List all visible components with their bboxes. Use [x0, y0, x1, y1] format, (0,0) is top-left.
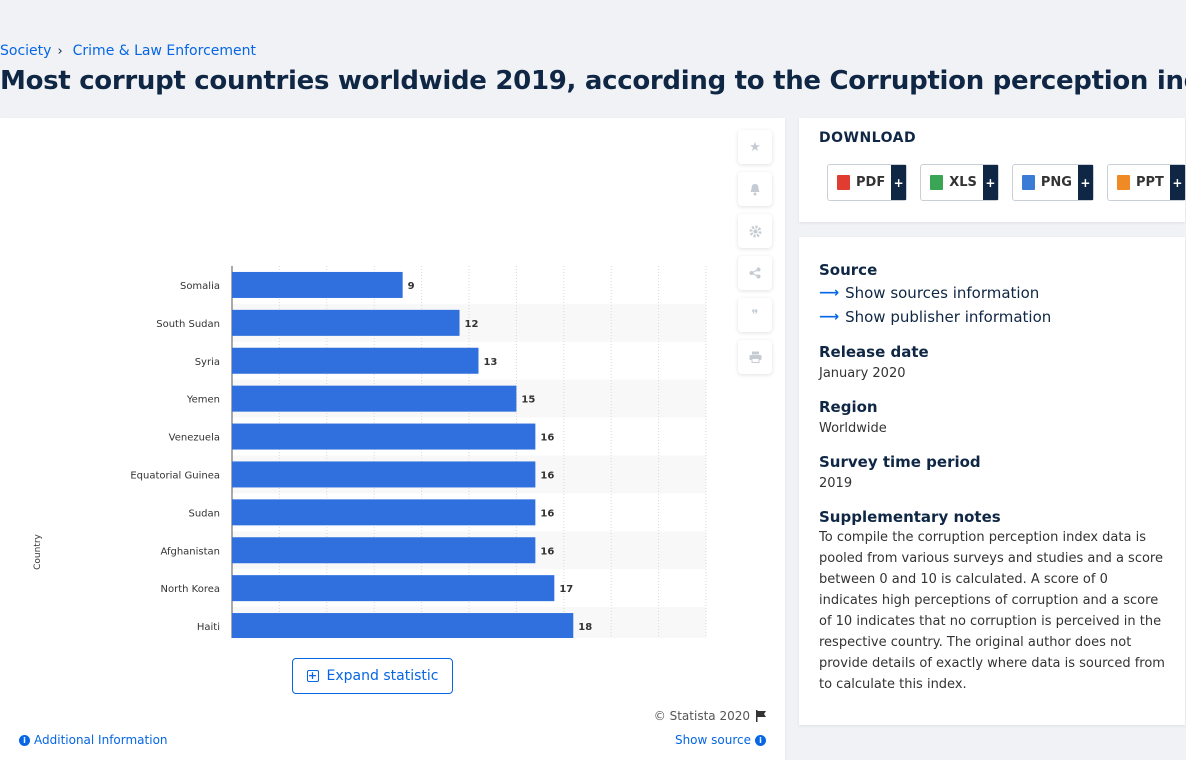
download-ppt-button[interactable]: PPT + — [1106, 164, 1186, 201]
category-label: Equatorial Guinea — [130, 470, 220, 481]
page-title: Most corrupt countries worldwide 2019, a… — [0, 66, 1186, 96]
copyright: © Statista 2020 — [654, 709, 767, 723]
survey-period-value: 2019 — [819, 476, 853, 491]
download-card: DOWNLOAD PDF + XLS + PNG + PPT + — [799, 118, 1186, 222]
region-value: Worldwide — [819, 421, 887, 436]
statistic-details-card: Source ⟶ Show sources information ⟶ Show… — [799, 237, 1185, 725]
bar — [232, 271, 403, 298]
bar — [232, 499, 536, 526]
copyright-text: © Statista 2020 — [653, 709, 750, 723]
show-source-label: Show source — [674, 733, 751, 747]
plus-icon: + — [1169, 165, 1185, 200]
release-date-value: January 2020 — [819, 366, 906, 381]
arrow-right-icon: ⟶ — [819, 309, 840, 325]
category-label: Yemen — [186, 395, 220, 406]
arrow-right-icon: ⟶ — [819, 285, 840, 301]
y-axis-title: Country — [33, 533, 43, 569]
category-label: North Korea — [161, 584, 221, 595]
category-label: Venezuela — [169, 433, 220, 444]
breadcrumb-society[interactable]: Society — [0, 43, 52, 59]
xls-file-icon — [930, 175, 944, 190]
bar — [232, 461, 536, 488]
download-png-label: PNG — [1040, 175, 1072, 190]
expand-statistic-button[interactable]: + Expand statistic — [292, 658, 453, 694]
plus-icon: + — [1077, 165, 1093, 200]
show-source-link[interactable]: Show source i — [675, 733, 766, 747]
show-sources-label: Show sources information — [845, 284, 1040, 302]
data-label: 9 — [408, 281, 415, 292]
breadcrumb-separator: › — [57, 43, 63, 59]
download-pdf-label: PDF — [856, 175, 886, 190]
data-label: 16 — [540, 508, 554, 519]
breadcrumb-crime-law[interactable]: Crime & Law Enforcement — [72, 43, 256, 59]
bar — [232, 347, 479, 374]
bar — [232, 423, 536, 450]
flag-icon[interactable] — [756, 710, 767, 722]
bar — [232, 309, 460, 336]
expand-statistic-label: Expand statistic — [326, 668, 439, 684]
plus-square-icon: + — [306, 669, 319, 682]
info-icon: i — [19, 734, 30, 746]
region-heading: Region — [819, 398, 878, 416]
gear-icon[interactable] — [738, 214, 772, 248]
bar — [232, 385, 517, 412]
survey-period-heading: Survey time period — [819, 453, 981, 471]
data-label: 13 — [483, 357, 497, 368]
data-label: 18 — [578, 622, 592, 633]
bar — [232, 537, 536, 564]
download-title: DOWNLOAD — [819, 130, 917, 146]
category-label: Afghanistan — [160, 546, 220, 557]
show-publisher-link[interactable]: ⟶ Show publisher information — [819, 308, 1051, 326]
share-icon[interactable] — [738, 256, 772, 290]
release-date-heading: Release date — [819, 343, 929, 361]
bar — [232, 613, 574, 638]
bar — [232, 575, 555, 602]
ppt-file-icon — [1116, 175, 1130, 190]
download-xls-button[interactable]: XLS + — [920, 164, 999, 201]
data-label: 16 — [540, 546, 554, 557]
chart-card: 9 Somalia 12 South Sudan 13 Syria 15 Yemen 16 Ven… — [0, 118, 785, 760]
download-ppt-label: PPT — [1135, 175, 1164, 190]
quote-icon[interactable]: ❞ — [738, 298, 772, 332]
data-label: 12 — [465, 319, 479, 330]
additional-information-label: Additional Information — [34, 733, 168, 747]
data-label: 16 — [540, 470, 554, 481]
category-label: Sudan — [189, 508, 221, 519]
download-buttons: PDF + XLS + PNG + PPT + — [827, 164, 1186, 201]
breadcrumb: Society › Crime & Law Enforcement — [0, 43, 256, 59]
supplementary-notes-text: To compile the corruption perception ind… — [819, 530, 1165, 692]
show-publisher-label: Show publisher information — [845, 308, 1052, 326]
category-label: Syria — [195, 357, 220, 368]
data-label: 17 — [559, 584, 573, 595]
data-label: 16 — [540, 433, 554, 444]
data-label: 15 — [521, 395, 535, 406]
bell-icon[interactable] — [738, 172, 772, 206]
info-icon: i — [755, 734, 766, 746]
plus-icon: + — [891, 165, 907, 200]
source-heading: Source — [819, 261, 878, 279]
download-xls-label: XLS — [949, 175, 977, 190]
additional-information-link[interactable]: i Additional Information — [19, 733, 168, 747]
bar-chart: 9 Somalia 12 South Sudan 13 Syria 15 Yemen 16 Ven… — [33, 266, 707, 638]
category-label: Haiti — [197, 622, 220, 633]
download-png-button[interactable]: PNG + — [1011, 164, 1094, 201]
category-label: South Sudan — [156, 319, 220, 330]
category-label: Somalia — [180, 281, 220, 292]
pdf-file-icon — [837, 175, 850, 190]
star-icon[interactable]: ★ — [738, 130, 772, 164]
print-icon[interactable] — [738, 340, 772, 374]
png-file-icon — [1021, 175, 1035, 190]
top-bar — [0, 0, 1186, 40]
chart-toolbar: ★ ❞ — [738, 130, 772, 382]
download-pdf-button[interactable]: PDF + — [827, 164, 908, 201]
supplementary-notes-heading: Supplementary notes — [819, 508, 1001, 526]
plus-icon: + — [982, 165, 998, 200]
show-sources-link[interactable]: ⟶ Show sources information — [819, 284, 1039, 302]
